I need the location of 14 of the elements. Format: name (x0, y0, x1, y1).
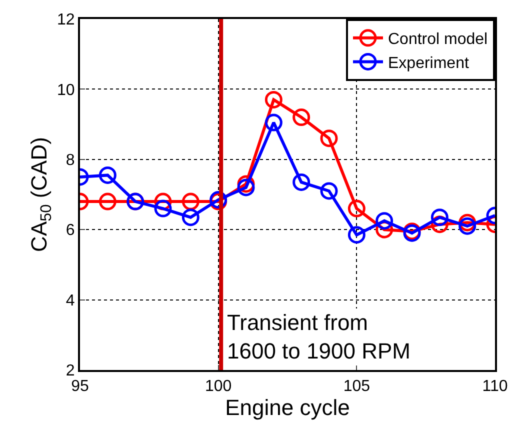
y-tick-label: 8 (66, 152, 75, 169)
legend-label: Control model (388, 31, 488, 48)
x-tick-label: 95 (71, 378, 89, 396)
x-axis-title: Engine cycle (225, 395, 350, 420)
x-tick-label: 105 (343, 378, 370, 396)
y-tick-label: 12 (57, 12, 75, 29)
y-tick-label: 6 (66, 222, 75, 240)
y-tick-label: 2 (66, 362, 75, 380)
legend-label: Experiment (388, 54, 470, 72)
ref-line-label: Transient from 1600 to 1900 RPM (227, 310, 410, 364)
y-tick-label: 10 (57, 82, 75, 99)
x-tick-label: 100 (204, 378, 232, 396)
y-tick-label: 4 (66, 292, 75, 310)
x-tick-label: 110 (482, 378, 508, 396)
